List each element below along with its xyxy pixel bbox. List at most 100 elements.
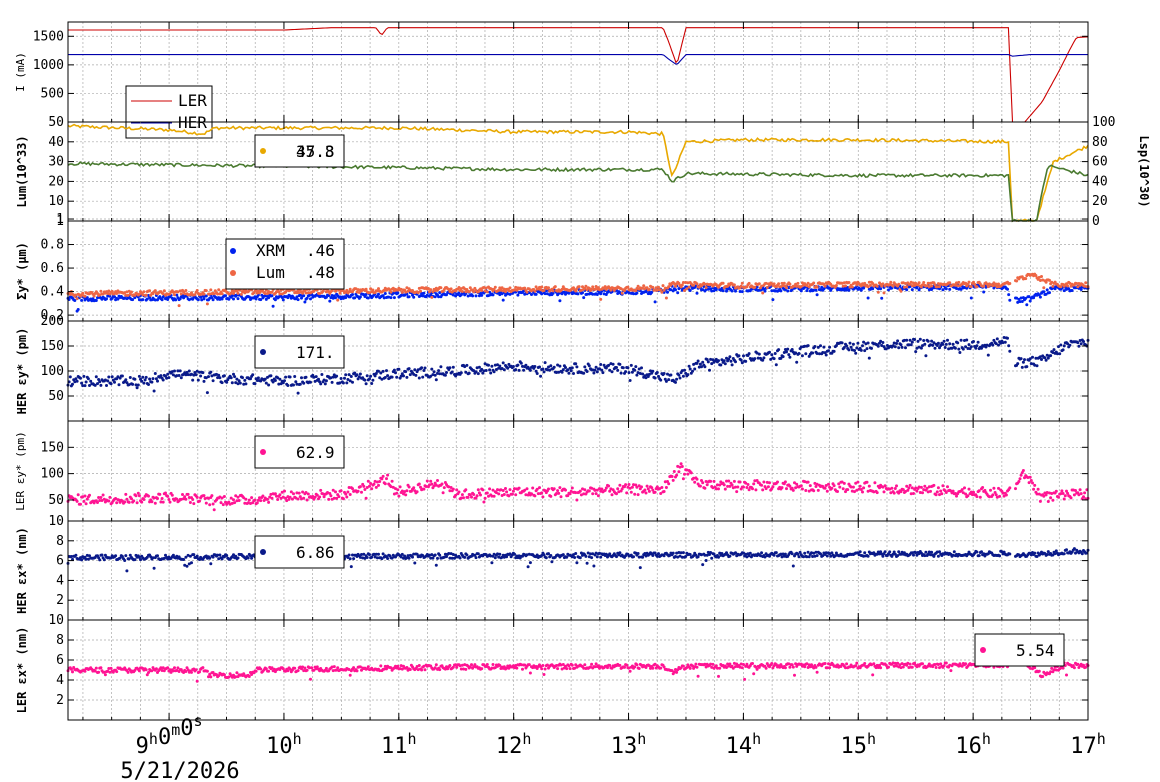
data-point [247, 498, 251, 502]
data-point [797, 555, 801, 559]
data-point [160, 298, 164, 302]
data-point [135, 386, 139, 390]
panel-frame [67, 420, 1089, 522]
data-point [747, 281, 751, 285]
data-point [846, 488, 850, 492]
data-point [740, 290, 744, 294]
data-point [364, 287, 368, 291]
data-point [402, 374, 405, 378]
data-point [966, 494, 970, 498]
data-point [178, 289, 182, 293]
data-point [587, 286, 591, 290]
data-point [192, 373, 196, 377]
data-point [1057, 495, 1060, 499]
data-point [591, 492, 595, 496]
data-point [1008, 282, 1012, 285]
data-point [419, 289, 422, 293]
data-point [916, 339, 920, 343]
data-point [788, 484, 792, 488]
data-point [720, 286, 724, 290]
data-point [641, 555, 645, 559]
data-point [204, 294, 208, 298]
data-point [152, 566, 156, 570]
data-point [892, 341, 896, 345]
data-point [278, 493, 282, 497]
data-point [915, 286, 919, 290]
data-point [75, 379, 79, 383]
legend-marker [260, 449, 266, 455]
data-point [861, 344, 864, 348]
data-point [783, 480, 787, 484]
data-point [684, 281, 688, 284]
data-point [331, 296, 335, 300]
data-point [1052, 348, 1056, 352]
data-point [296, 391, 300, 395]
legend: 171. [254, 335, 345, 369]
data-point [675, 377, 679, 381]
data-point [995, 285, 999, 289]
data-point [672, 282, 676, 286]
data-point [875, 491, 879, 495]
data-point [219, 501, 223, 505]
data-point [207, 496, 210, 500]
data-point [776, 480, 779, 484]
data-point [396, 488, 400, 492]
data-point [786, 347, 790, 351]
data-point [865, 347, 869, 351]
data-point [854, 351, 858, 355]
data-point [288, 495, 292, 499]
data-point [501, 298, 505, 302]
data-point [506, 292, 510, 296]
data-point [595, 293, 599, 296]
data-point [774, 551, 778, 555]
data-point [437, 369, 441, 373]
data-point [137, 292, 141, 296]
data-point [583, 488, 587, 492]
data-point [108, 294, 112, 298]
data-point [130, 290, 133, 294]
data-point [913, 338, 917, 341]
data-point [148, 289, 152, 293]
data-point [482, 500, 486, 504]
data-point [1049, 496, 1053, 500]
data-point [349, 375, 353, 378]
data-point [196, 298, 200, 302]
data-point [722, 359, 726, 363]
data-point [858, 484, 862, 488]
data-point [845, 344, 849, 348]
data-point [96, 382, 99, 386]
data-point [980, 346, 983, 350]
data-point [645, 484, 649, 488]
data-point [760, 551, 764, 555]
data-point [439, 365, 443, 369]
data-point [734, 289, 737, 293]
data-point [935, 344, 939, 347]
data-point [85, 296, 89, 300]
data-point [610, 493, 614, 497]
data-point [823, 351, 827, 355]
data-point [892, 491, 896, 495]
data-point [468, 286, 472, 290]
data-point [334, 490, 337, 494]
data-point [246, 556, 250, 560]
data-point [978, 495, 982, 499]
data-point [674, 288, 677, 292]
data-point [162, 289, 166, 293]
data-point [422, 369, 426, 372]
data-point [722, 483, 726, 487]
data-point [235, 499, 239, 503]
data-point [918, 337, 922, 341]
data-point [635, 291, 639, 295]
data-point [651, 285, 655, 289]
data-point [963, 486, 966, 490]
data-point [386, 557, 390, 560]
data-point [717, 487, 720, 491]
data-point [477, 365, 481, 369]
data-point [592, 371, 596, 375]
data-point [946, 485, 949, 489]
data-point [599, 297, 603, 301]
data-point [785, 487, 788, 491]
data-point [732, 479, 736, 483]
data-point [141, 293, 145, 297]
